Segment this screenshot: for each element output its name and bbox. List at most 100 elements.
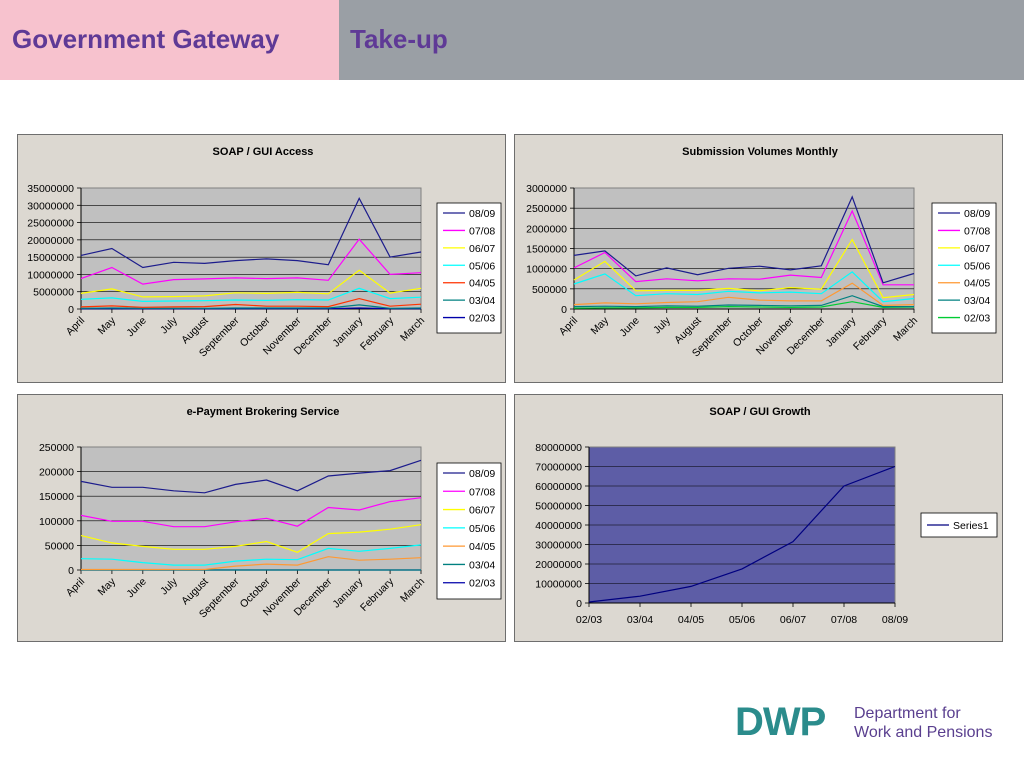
x-tick-label: July bbox=[158, 575, 180, 597]
x-tick-label: April bbox=[557, 315, 580, 338]
y-tick-label: 40000000 bbox=[535, 520, 582, 532]
legend-label: 06/07 bbox=[469, 505, 495, 517]
y-tick-label: 5000000 bbox=[33, 287, 74, 299]
plot-area bbox=[80, 446, 422, 571]
y-tick-label: 80000000 bbox=[535, 442, 582, 454]
y-tick-label: 1000000 bbox=[526, 264, 567, 276]
series-line-04-05 bbox=[80, 297, 422, 308]
x-tick-label: May bbox=[96, 314, 119, 337]
series-line-04-05 bbox=[573, 282, 915, 307]
x-tick-label: March bbox=[891, 315, 920, 344]
dwp-logo-mark: DWP bbox=[735, 700, 826, 744]
x-tick-label: May bbox=[589, 314, 612, 337]
x-tick-label: 04/05 bbox=[678, 614, 704, 626]
series-line-Series1 bbox=[588, 465, 896, 603]
legend-label: 08/09 bbox=[469, 468, 495, 480]
legend-label: 06/07 bbox=[964, 243, 990, 255]
legend-label: 08/09 bbox=[964, 208, 990, 220]
legend-label: 03/04 bbox=[964, 295, 990, 307]
x-tick-label: June bbox=[617, 315, 642, 340]
y-tick-label: 0 bbox=[68, 304, 74, 316]
x-tick-label: July bbox=[651, 314, 673, 336]
series-line-08-09 bbox=[573, 195, 915, 284]
series-line-03-04 bbox=[80, 304, 422, 309]
plot-area bbox=[80, 187, 422, 310]
legend bbox=[436, 462, 502, 600]
legend-label: 06/07 bbox=[469, 243, 495, 255]
legend-label: 05/06 bbox=[469, 523, 495, 535]
x-tick-label: February bbox=[358, 314, 397, 353]
x-tick-label: June bbox=[124, 576, 149, 601]
y-tick-label: 30000000 bbox=[535, 540, 582, 552]
y-tick-label: 15000000 bbox=[27, 252, 74, 264]
y-tick-label: 70000000 bbox=[535, 462, 582, 474]
dwp-logo-text: Department for Work and Pensions bbox=[854, 704, 992, 742]
chart-panel-soap-gui-access: SOAP / GUI Access 35000000 30000000 2500000… bbox=[17, 134, 506, 383]
legend-label: 04/05 bbox=[469, 278, 495, 290]
chart-e-payment-brokering: e-Payment Brokering Service 250000 200000 1… bbox=[39, 406, 502, 620]
series-line-03-04 bbox=[573, 295, 914, 308]
series-line-06-07 bbox=[80, 524, 422, 553]
x-tick-label: March bbox=[398, 315, 427, 344]
legend-label: 02/03 bbox=[469, 578, 495, 590]
legend bbox=[931, 202, 997, 334]
legend-label: 03/04 bbox=[469, 559, 495, 571]
y-tick-label: 50000000 bbox=[535, 501, 582, 513]
chart-title: e-Payment Brokering Service bbox=[187, 406, 340, 418]
series-line-06-07 bbox=[573, 238, 915, 299]
legend-label: 07/08 bbox=[469, 486, 495, 498]
series-line-05-06 bbox=[80, 544, 422, 566]
legend-label: 08/09 bbox=[469, 208, 495, 220]
legend-label: 04/05 bbox=[964, 278, 990, 290]
y-tick-label: 0 bbox=[68, 565, 74, 577]
chart-submission-volumes-monthly: Submission Volumes Monthly 3000000 2500000… bbox=[526, 146, 997, 359]
x-tick-label: June bbox=[124, 315, 149, 340]
y-tick-label: 2500000 bbox=[526, 203, 567, 215]
x-tick-label: April bbox=[64, 315, 87, 338]
y-tick-label: 150000 bbox=[39, 491, 74, 503]
x-tick-label: 06/07 bbox=[780, 614, 806, 626]
series-line-07-08 bbox=[80, 238, 422, 285]
legend-label: Series1 bbox=[953, 520, 989, 532]
chart-title: SOAP / GUI Access bbox=[213, 146, 314, 158]
header-right-band bbox=[339, 0, 1024, 80]
y-tick-label: 10000000 bbox=[27, 269, 74, 281]
legend-label: 05/06 bbox=[469, 260, 495, 272]
y-tick-label: 10000000 bbox=[535, 579, 582, 591]
dwp-logo-line1: Department for bbox=[854, 705, 961, 722]
section-title: Government Gateway bbox=[12, 24, 280, 54]
chart-panel-epayment: e-Payment Brokering Service 250000 200000 1… bbox=[17, 394, 506, 642]
series-line-06-07 bbox=[80, 269, 422, 298]
header-left-band bbox=[0, 0, 339, 80]
x-tick-label: March bbox=[398, 576, 427, 605]
legend-label: 07/08 bbox=[469, 225, 495, 237]
legend-label: 04/05 bbox=[469, 541, 495, 553]
y-tick-label: 50000 bbox=[45, 540, 74, 552]
series-line-05-06 bbox=[573, 271, 915, 303]
chart-soap-gui-growth: SOAP / GUI Growth 80000000 70000000 6000000… bbox=[535, 406, 998, 626]
y-tick-label: 250000 bbox=[39, 442, 74, 454]
x-tick-label: July bbox=[158, 314, 180, 336]
chart-soap-gui-access: SOAP / GUI Access 35000000 30000000 2500000… bbox=[27, 146, 502, 359]
series-line-08-09 bbox=[80, 197, 422, 269]
y-tick-label: 30000000 bbox=[27, 200, 74, 212]
chart-panel-submission-volumes: Submission Volumes Monthly 3000000 2500000… bbox=[514, 134, 1003, 383]
chart-title: Submission Volumes Monthly bbox=[682, 146, 839, 158]
legend-label: 05/06 bbox=[964, 260, 990, 272]
y-tick-label: 60000000 bbox=[535, 481, 582, 493]
series-line-08-09 bbox=[80, 459, 422, 494]
series-line-07-08 bbox=[80, 497, 422, 528]
series-line-02-03 bbox=[573, 301, 915, 309]
y-tick-label: 200000 bbox=[39, 467, 74, 479]
y-tick-label: 0 bbox=[561, 304, 567, 316]
y-tick-label: 35000000 bbox=[27, 183, 74, 195]
series-line-04-05 bbox=[81, 556, 422, 571]
y-tick-label: 0 bbox=[576, 598, 582, 610]
y-tick-label: 25000000 bbox=[27, 218, 74, 230]
page-title: Take-up bbox=[350, 24, 448, 54]
series-line-05-06 bbox=[80, 287, 422, 303]
legend-label: 02/03 bbox=[469, 313, 495, 325]
y-tick-label: 3000000 bbox=[526, 183, 567, 195]
x-tick-label: February bbox=[358, 575, 397, 614]
legend-label: 02/03 bbox=[964, 313, 990, 325]
